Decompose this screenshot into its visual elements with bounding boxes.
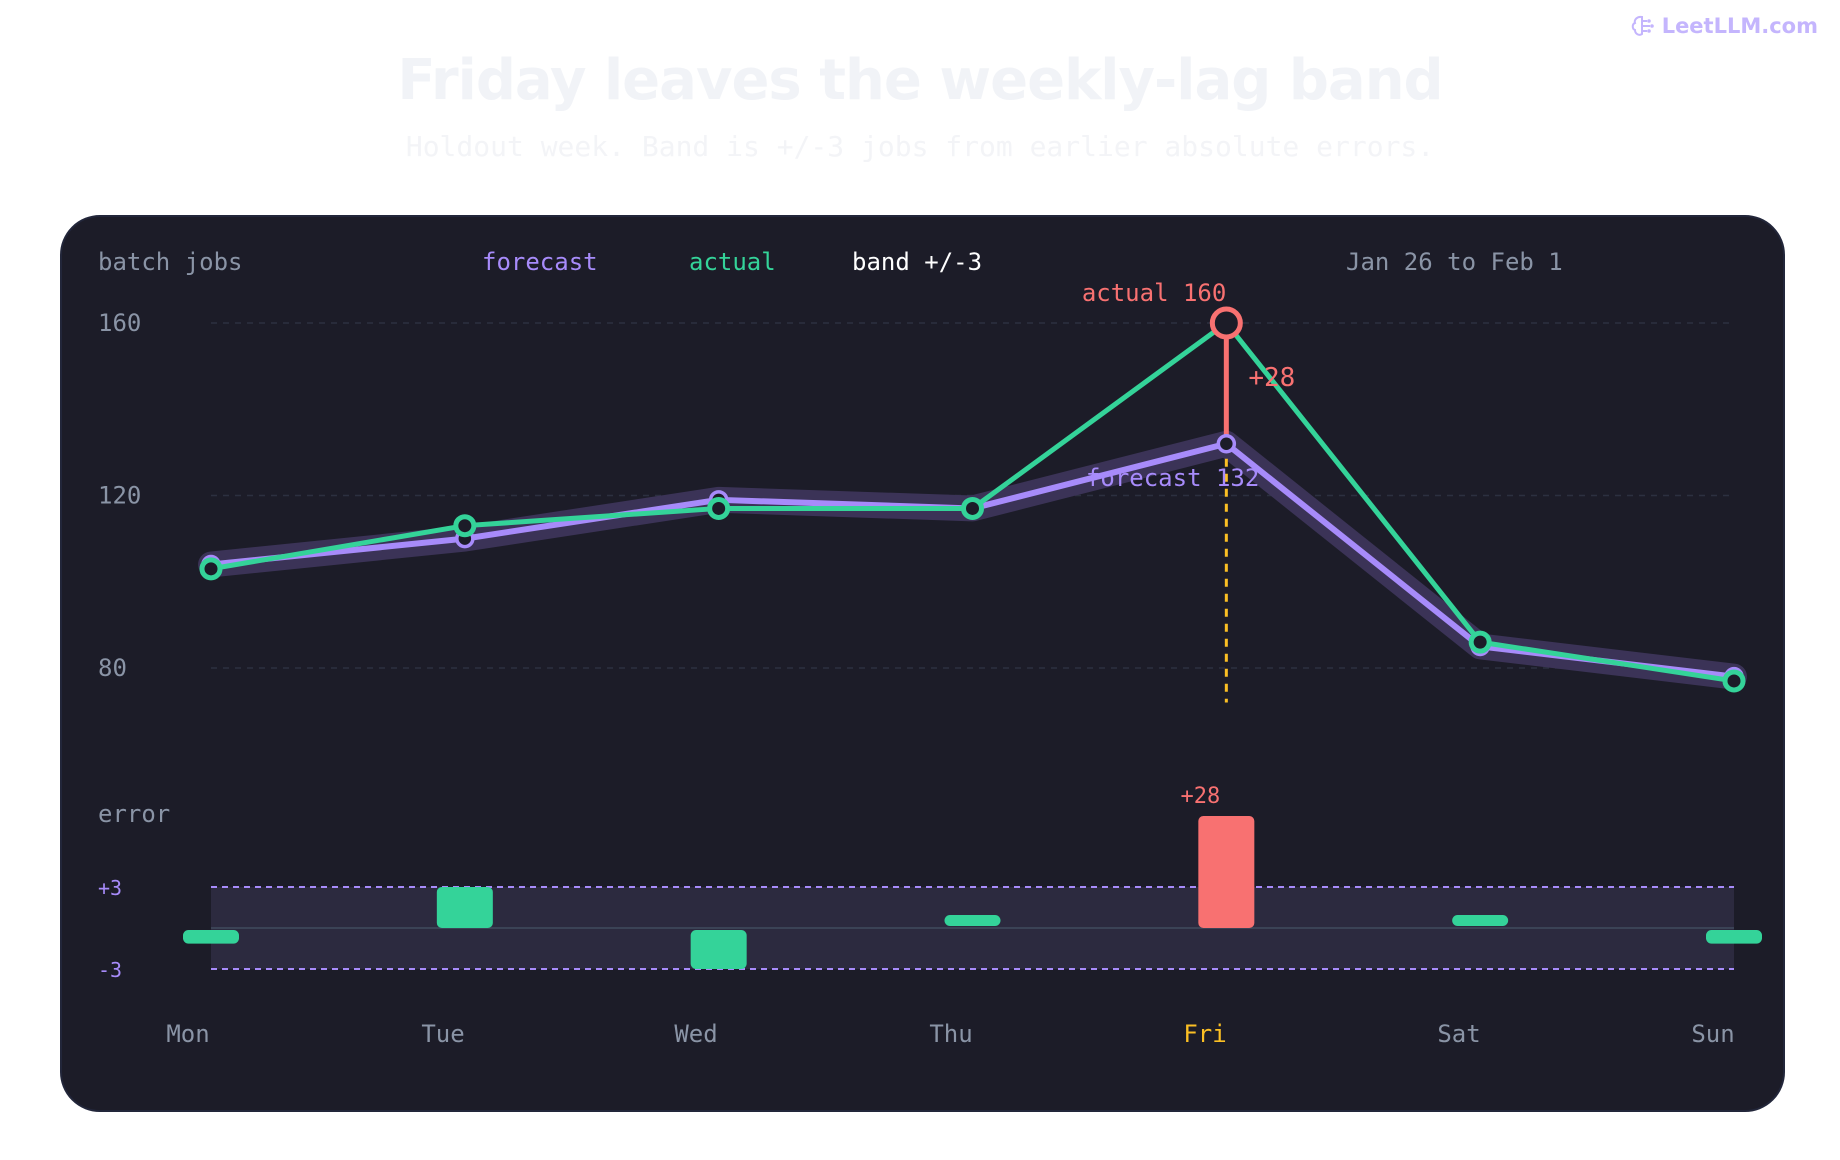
y-tick-80: 80 (98, 654, 127, 682)
y-axis-label: batch jobs (98, 248, 243, 276)
legend-band: band +/-3 (852, 248, 982, 276)
actual-point-fri (1209, 306, 1243, 340)
legend-forecast: forecast (482, 248, 598, 276)
error-outlier-label: +28 (1180, 784, 1220, 809)
error-bar-sat (1452, 915, 1509, 926)
error-band-lower-label: -3 (98, 958, 122, 982)
brain-icon (1631, 15, 1654, 36)
error-band-upper-label: +3 (98, 876, 122, 900)
annotation-gap: +28 (1248, 363, 1295, 393)
x-tick-sat: Sat (1437, 1020, 1480, 1048)
x-tick-sun: Sun (1691, 1020, 1734, 1048)
actual-point-mon (199, 557, 223, 581)
x-tick-wed: Wed (674, 1020, 717, 1048)
actual-point-tue (453, 514, 477, 538)
x-tick-mon: Mon (166, 1020, 209, 1048)
date-range: Jan 26 to Feb 1 (1346, 248, 1563, 276)
annotation-actual: actual 160 (1082, 279, 1227, 307)
forecast-band (198, 430, 1747, 690)
annotation-forecast: forecast 132 (1086, 464, 1259, 492)
error-bar-sun (1706, 930, 1762, 944)
error-bar-thu (944, 915, 1001, 926)
forecast-error-chart: batch jobs forecast actual band +/-3 Jan 26 … (98, 248, 1762, 1048)
x-tick-fri: Fri (1183, 1020, 1226, 1048)
actual-point-thu (961, 496, 984, 520)
error-axis-label: error (98, 800, 170, 828)
legend-actual: actual (689, 248, 776, 276)
page-title: Friday leaves the weekly-lag band (397, 48, 1443, 113)
error-bar-wed (690, 930, 747, 969)
actual-point-sat (1468, 630, 1492, 654)
brand-text: LeetLLM.com (1661, 14, 1818, 38)
chart-card: batch jobs forecast actual band +/-3 Jan 26 … (60, 215, 1785, 1112)
x-tick-tue: Tue (421, 1020, 464, 1048)
x-tick-thu: Thu (929, 1020, 972, 1048)
page-subtitle: Holdout week. Band is +/-3 jobs from ear… (405, 130, 1435, 163)
forecast-point-fri (1216, 434, 1237, 454)
actual-point-sun (1722, 669, 1746, 693)
y-tick-160: 160 (98, 309, 141, 337)
actual-point-wed (707, 496, 731, 520)
error-bar-fri (1198, 816, 1255, 928)
error-bar-tue (436, 887, 493, 928)
y-tick-120: 120 (98, 482, 141, 510)
brand: LeetLLM.com (1630, 14, 1818, 38)
error-bar-mon (183, 930, 239, 944)
